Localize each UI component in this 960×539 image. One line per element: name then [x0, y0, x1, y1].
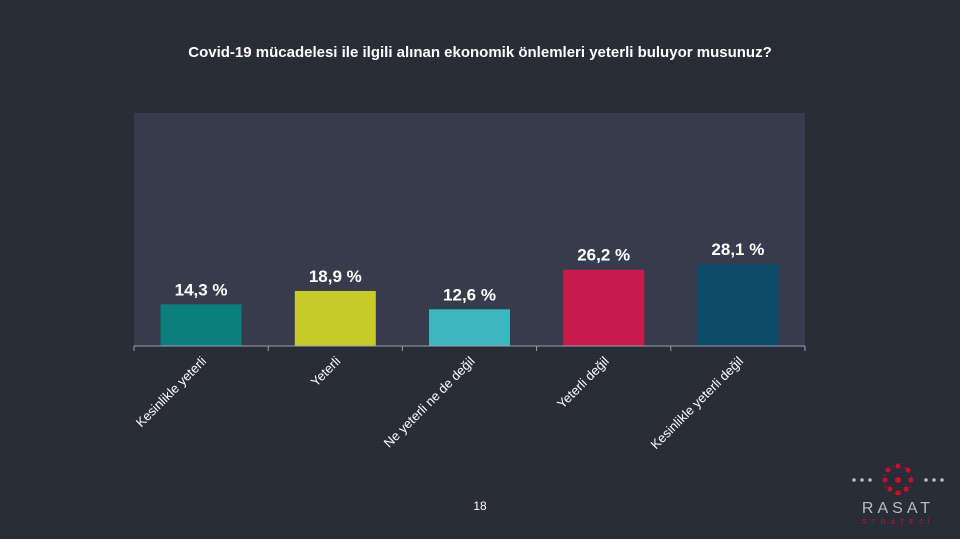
category-label: Kesinlikle yeterli — [133, 353, 210, 430]
category-label: Yeterli değil — [554, 353, 612, 411]
page-number: 18 — [473, 499, 487, 513]
category-label: Ne yeterli ne de değil — [381, 353, 478, 450]
bar — [160, 304, 242, 346]
rasat-logo: RASAT STRATEJİ — [848, 458, 948, 530]
data-label: 14,3 % — [175, 280, 228, 299]
data-label: 28,1 % — [711, 240, 764, 259]
category-label: Yeterli — [308, 353, 344, 389]
logo-dots-icon — [852, 463, 944, 496]
logo-subtitle: STRATEJİ — [861, 519, 935, 526]
bar — [697, 264, 779, 346]
bar — [429, 309, 510, 346]
data-label: 12,6 % — [443, 285, 496, 304]
data-label: 26,2 % — [577, 246, 630, 265]
bar — [563, 269, 645, 346]
logo-name: RASAT — [861, 500, 935, 517]
bar — [294, 290, 376, 346]
data-label: 18,9 % — [309, 267, 362, 286]
category-label: Kesinlikle yeterli değil — [648, 353, 747, 452]
plot-area — [134, 113, 805, 346]
chart-title: Covid-19 mücadelesi ile ilgili alınan ek… — [188, 44, 772, 61]
